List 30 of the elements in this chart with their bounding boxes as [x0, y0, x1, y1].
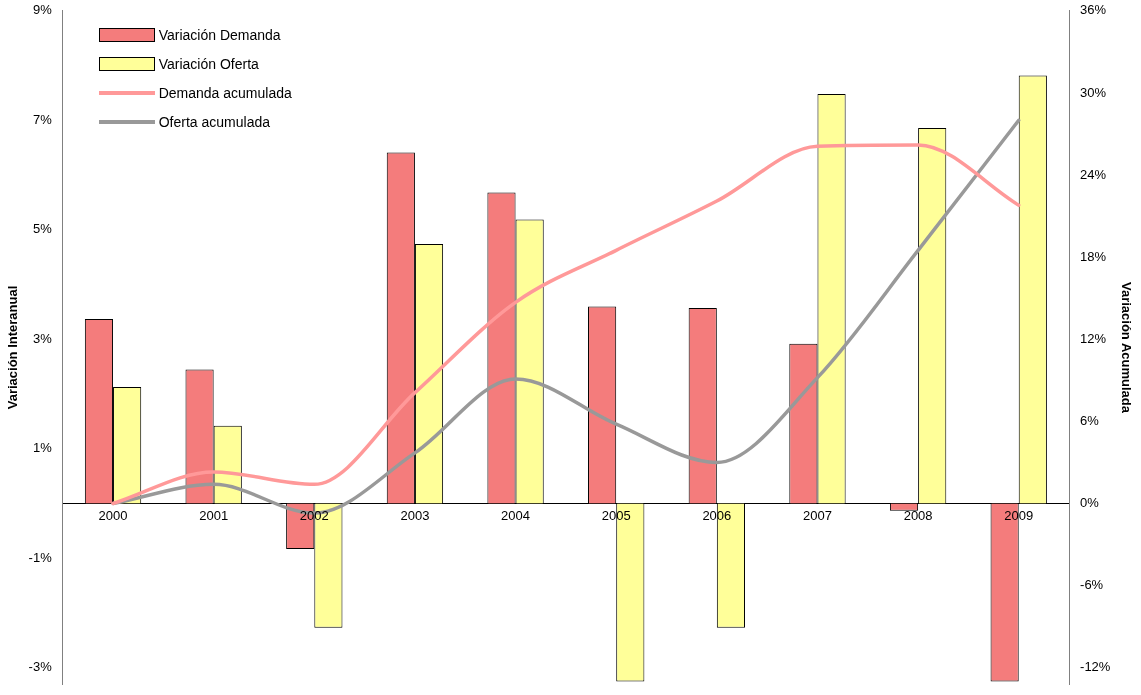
y-tick-label: 9% — [32, 2, 53, 18]
y2-tick-label: 36% — [1080, 2, 1107, 18]
y2-tick-label: -12% — [1080, 659, 1111, 675]
y-tick-label: 1% — [32, 440, 53, 456]
y-tick-label: 5% — [32, 221, 53, 237]
x-tick-label: 2003 — [400, 507, 430, 523]
y-tick-label: 3% — [32, 330, 53, 346]
x-tick-label: 2008 — [903, 507, 933, 523]
legend-label: Oferta acumulada — [158, 114, 270, 131]
x-tick-label: 2002 — [299, 507, 329, 523]
x-tick-label: 2001 — [199, 507, 229, 523]
x-tick-label: 2004 — [501, 507, 531, 523]
y-tick-label: 7% — [32, 111, 53, 127]
y-tick-label: -3% — [28, 659, 53, 675]
legend-label: Variación Demanda — [158, 27, 281, 44]
legend-label: Variación Oferta — [158, 56, 259, 73]
y2-axis-title: Variación Acumulada — [1118, 281, 1134, 414]
y2-tick-label: -6% — [1080, 577, 1104, 593]
y2-tick-label: 24% — [1080, 166, 1107, 182]
y-axis-title: Variación Interanual — [5, 285, 21, 410]
y2-tick-label: 18% — [1080, 248, 1107, 264]
y2-tick-label: 30% — [1080, 84, 1107, 100]
x-tick-label: 2009 — [1004, 507, 1034, 523]
x-tick-label: 2007 — [803, 507, 832, 523]
legend-label: Demanda acumulada — [158, 85, 292, 102]
y-tick-label: -1% — [28, 549, 53, 565]
x-tick-label: 2000 — [98, 507, 128, 523]
y2-tick-label: 12% — [1080, 330, 1107, 346]
y2-tick-label: 6% — [1080, 412, 1100, 428]
y2-tick-label: 0% — [1080, 495, 1100, 511]
